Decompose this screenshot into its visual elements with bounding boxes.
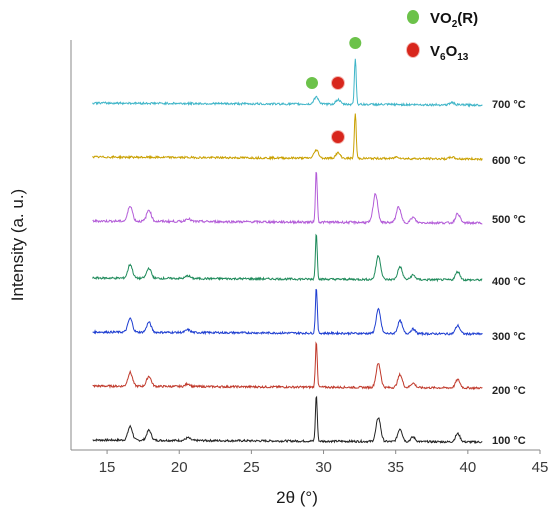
x-tick-label: 40 [460, 459, 477, 476]
legend: VO2(R) V6O13 [406, 10, 478, 63]
x-tick-label: 20 [171, 459, 188, 476]
vo2-legend-label: VO2(R) [430, 10, 478, 30]
phase-markers [305, 37, 362, 144]
series-label: 500 °C [492, 214, 526, 226]
series-line [92, 113, 483, 162]
x-axis-title: 2θ (°) [276, 488, 318, 507]
phase-marker [331, 77, 344, 89]
v6o13-legend-label: V6O13 [430, 43, 469, 63]
v6o13-legend-marker [407, 43, 419, 57]
series-label: 600 °C [492, 155, 526, 167]
series-labels: 100 °C 200 °C 300 °C 400 °C 500 °C 600 °C 700 … [492, 99, 526, 447]
phase-marker [331, 131, 344, 143]
series-line [92, 395, 483, 445]
series-line [92, 233, 483, 283]
series-label: 100 °C [492, 435, 526, 447]
series-line [92, 171, 483, 226]
series-line [92, 288, 483, 337]
x-tick-label: 45 [532, 459, 549, 476]
phase-marker [349, 37, 362, 49]
x-tick-labels: 15 20 25 30 35 40 45 [99, 450, 549, 476]
x-tick-label: 30 [315, 459, 332, 476]
y-axis-title: Intensity (a. u.) [8, 189, 27, 301]
series-label: 300 °C [492, 331, 526, 343]
x-tick-label: 15 [99, 459, 116, 476]
series-line [92, 341, 483, 391]
series-line [92, 58, 483, 108]
x-tick-label: 25 [243, 459, 260, 476]
x-tick-label: 35 [387, 459, 404, 476]
chart-axes [70, 40, 540, 451]
series-label: 200 °C [492, 385, 526, 397]
data-series [92, 58, 483, 445]
series-label: 400 °C [492, 276, 526, 288]
series-label: 700 °C [492, 99, 526, 111]
phase-marker [305, 77, 318, 89]
vo2-legend-marker [407, 10, 419, 24]
